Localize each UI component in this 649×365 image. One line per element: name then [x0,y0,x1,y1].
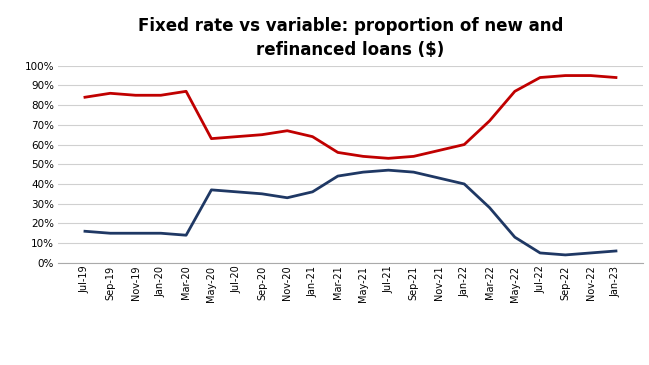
Title: Fixed rate vs variable: proportion of new and
refinanced loans ($): Fixed rate vs variable: proportion of ne… [138,17,563,59]
